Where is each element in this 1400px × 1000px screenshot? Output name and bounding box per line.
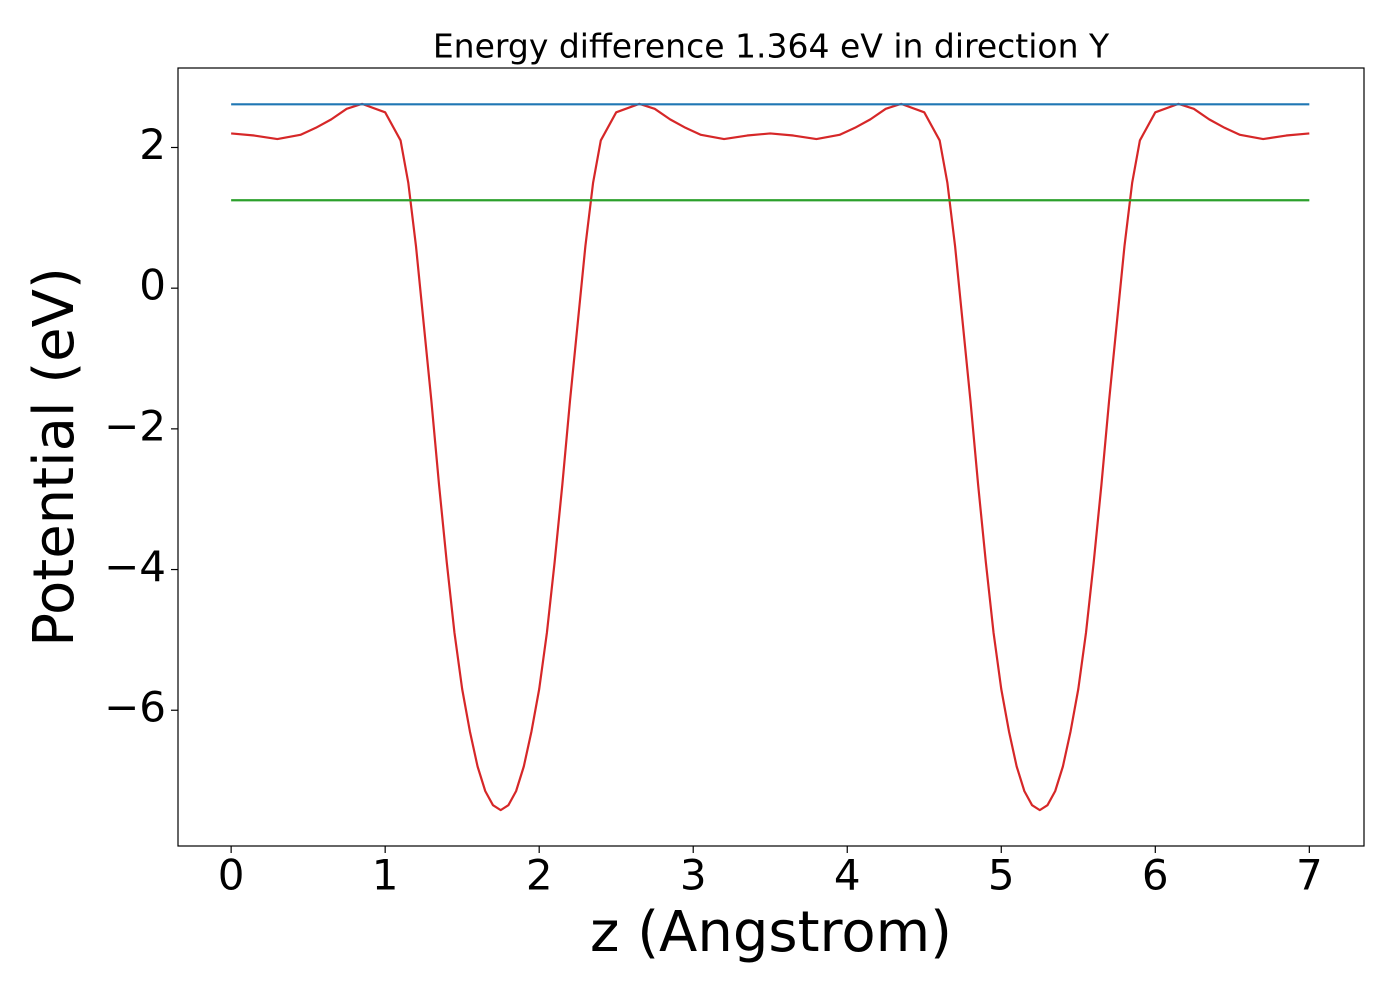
chart-title: Energy difference 1.364 eV in direction … <box>433 27 1110 66</box>
x-tick-label: 7 <box>1296 851 1323 900</box>
x-tick-label: 3 <box>680 851 707 900</box>
x-tick-label: 6 <box>1142 851 1169 900</box>
y-axis-label: Potential (eV) <box>22 267 87 647</box>
y-tick-label: −2 <box>104 401 166 450</box>
y-tick-label: 0 <box>139 261 166 310</box>
x-tick-label: 2 <box>526 851 553 900</box>
x-tick-label: 0 <box>218 851 245 900</box>
y-tick-label: 2 <box>139 120 166 169</box>
y-tick-label: −4 <box>104 542 166 591</box>
x-tick-label: 1 <box>372 851 399 900</box>
plot-frame <box>177 67 1365 847</box>
y-tick-label: −6 <box>104 683 166 732</box>
x-axis-label: z (Angstrom) <box>590 900 952 965</box>
x-tick-label: 5 <box>988 851 1015 900</box>
x-tick-label: 4 <box>834 851 861 900</box>
line-series <box>231 102 1310 812</box>
